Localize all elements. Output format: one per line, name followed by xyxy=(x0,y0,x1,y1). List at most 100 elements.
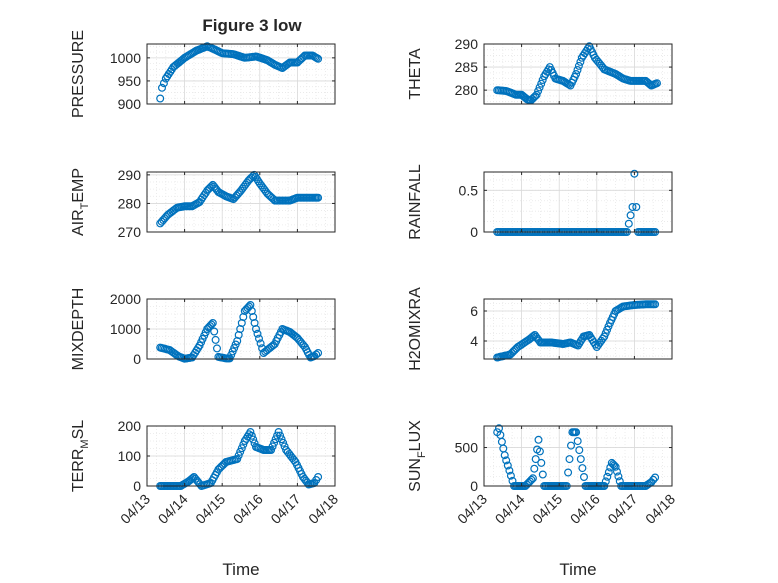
data-point xyxy=(603,472,612,481)
x-axis-label: Time xyxy=(559,560,596,579)
data-point xyxy=(604,468,613,477)
data-point xyxy=(159,79,168,88)
data-point xyxy=(630,169,639,178)
subplot-terrmsl: 0 100 200 TERRMSL 04/13 04/14 04/15 04/16 04/17 0… xyxy=(70,418,341,579)
y-tick-label: 100 xyxy=(118,448,142,464)
data-point xyxy=(270,438,279,447)
data-point xyxy=(565,455,574,464)
y-axis-label: H2OMIXRA xyxy=(407,287,424,371)
y-tick-label: 290 xyxy=(118,167,142,183)
subplot-rainfall: 0 0.5 RAINFALL xyxy=(407,164,673,240)
data-point xyxy=(314,473,323,482)
data-point xyxy=(535,447,544,456)
data-point xyxy=(253,329,262,338)
data-point xyxy=(649,475,658,484)
x-tick-label: 04/18 xyxy=(642,491,678,527)
data-point xyxy=(652,79,661,88)
y-tick-label: 280 xyxy=(455,82,479,98)
y-axis-label: RAINFALL xyxy=(407,164,424,240)
data-point xyxy=(252,325,261,334)
data-point xyxy=(156,94,165,103)
data-point xyxy=(506,471,515,480)
data-point xyxy=(246,428,255,437)
data-point xyxy=(207,182,216,191)
data-series xyxy=(156,301,323,363)
data-point xyxy=(247,431,256,440)
data-point xyxy=(612,467,621,476)
y-tick-label: 270 xyxy=(118,224,142,240)
figure-title: Figure 3 low xyxy=(202,16,302,35)
axes-box xyxy=(483,298,673,360)
data-point xyxy=(503,461,512,470)
data-point xyxy=(527,475,536,484)
data-point xyxy=(249,435,258,444)
data-point xyxy=(314,54,323,63)
data-point xyxy=(277,435,286,444)
data-point xyxy=(256,339,265,348)
data-point xyxy=(572,428,581,437)
data-point xyxy=(530,464,539,473)
data-point xyxy=(564,468,573,477)
data-point xyxy=(255,334,264,343)
x-tick-label: 04/17 xyxy=(604,491,640,527)
data-point xyxy=(611,462,620,471)
data-point xyxy=(279,438,288,447)
data-point xyxy=(234,451,243,460)
y-tick-label: 0.5 xyxy=(459,182,479,198)
axes-box xyxy=(483,43,673,105)
subplot-theta: 280 285 290 THETA xyxy=(407,36,673,105)
y-tick-label: 0 xyxy=(133,478,141,494)
y-tick-label: 950 xyxy=(118,73,142,89)
minor-grid xyxy=(147,172,335,232)
data-point xyxy=(534,87,543,96)
x-axis-label: Time xyxy=(222,560,259,579)
data-point xyxy=(531,455,540,464)
y-tick-label: 290 xyxy=(455,36,479,52)
data-point xyxy=(573,65,582,74)
data-point xyxy=(624,219,633,228)
data-point xyxy=(210,327,219,336)
minor-grid xyxy=(484,172,672,232)
data-point xyxy=(537,458,546,467)
data-point xyxy=(576,455,585,464)
data-point xyxy=(628,203,637,212)
data-series xyxy=(156,42,323,103)
data-point xyxy=(500,451,509,460)
data-point xyxy=(574,61,583,70)
data-point xyxy=(267,446,276,455)
y-axis-label: TERRMSL xyxy=(70,420,91,492)
y-tick-label: 0 xyxy=(470,478,478,494)
x-tick-label: 04/14 xyxy=(492,491,528,527)
data-point xyxy=(537,79,546,88)
y-axis-label: MIXDEPTH xyxy=(70,288,87,371)
data-point xyxy=(535,83,544,92)
data-point xyxy=(572,69,581,78)
y-tick-label: 200 xyxy=(118,418,142,434)
y-tick-label: 900 xyxy=(118,96,142,112)
y-tick-label: 6 xyxy=(470,303,478,319)
data-point xyxy=(208,319,217,328)
axes-box xyxy=(483,425,673,487)
subplot-mixdepth: 0 1000 2000 MIXDEPTH xyxy=(70,288,336,371)
x-tick-label: 04/16 xyxy=(567,491,603,527)
x-tick-label: 04/16 xyxy=(230,491,266,527)
data-point xyxy=(236,447,245,456)
data-point xyxy=(651,473,660,482)
data-point xyxy=(532,90,541,99)
subplot-pressure: 900 950 1000 PRESSURE xyxy=(70,30,336,118)
axes-box xyxy=(146,43,336,105)
data-point xyxy=(505,466,514,475)
data-series xyxy=(156,170,323,228)
y-axis-label: AIRTEMP xyxy=(70,168,91,236)
data-series xyxy=(156,428,323,491)
y-tick-label: 4 xyxy=(470,333,478,349)
y-tick-label: 2000 xyxy=(110,291,141,307)
data-point xyxy=(614,472,623,481)
x-tick-label: 04/15 xyxy=(192,491,228,527)
y-tick-label: 280 xyxy=(118,195,142,211)
data-point xyxy=(211,335,220,344)
data-point xyxy=(502,456,511,465)
axes-box xyxy=(146,171,336,233)
y-axis-label: SUNFLUX xyxy=(407,420,428,492)
